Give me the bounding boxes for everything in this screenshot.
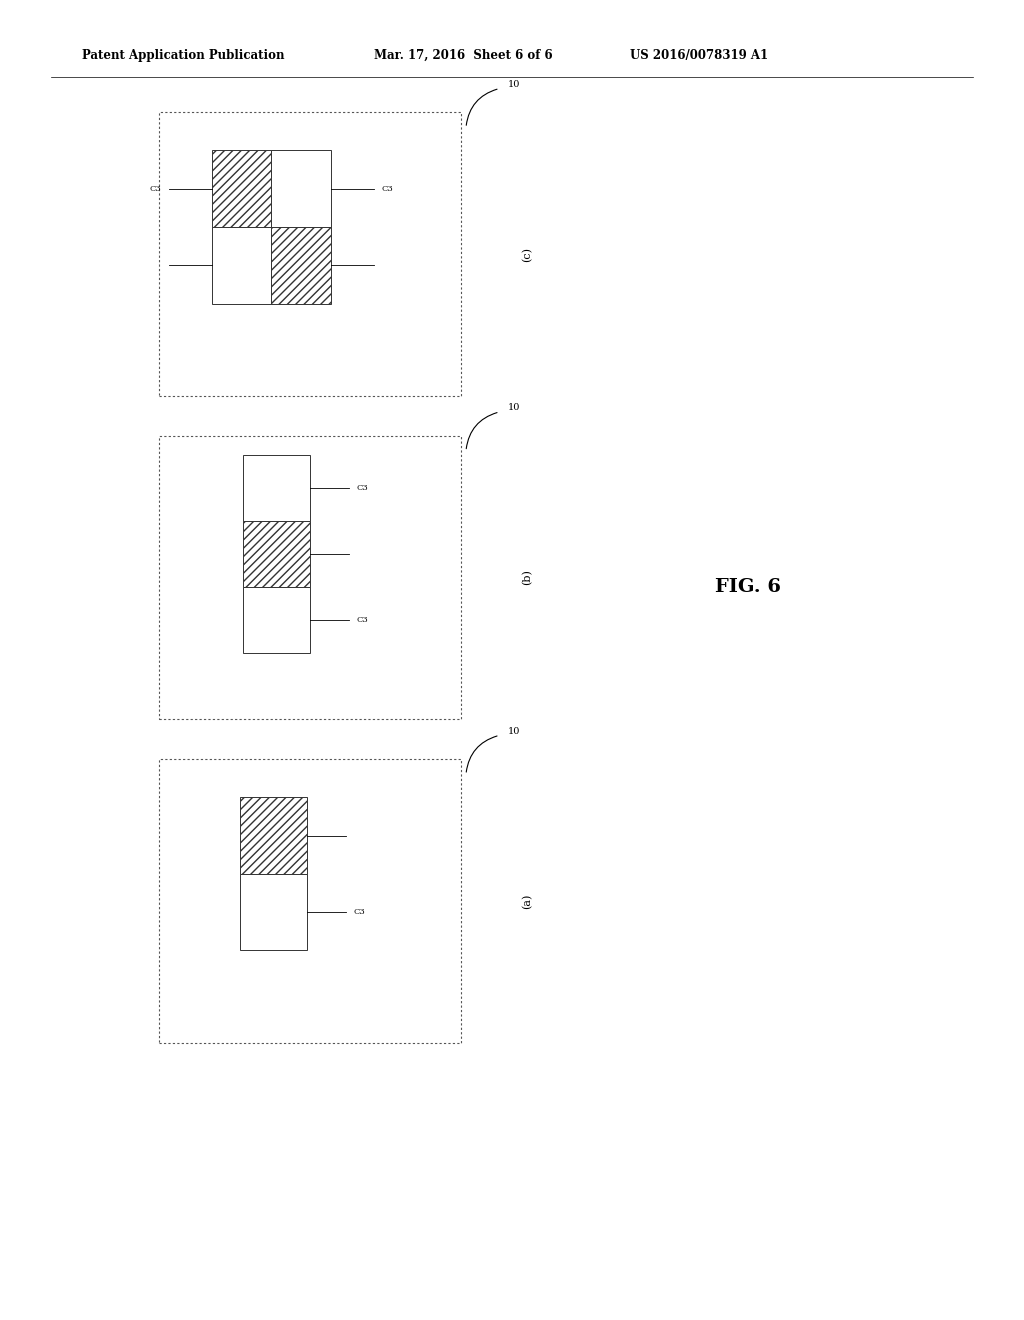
Text: Mar. 17, 2016  Sheet 6 of 6: Mar. 17, 2016 Sheet 6 of 6 <box>374 49 552 62</box>
Text: C3: C3 <box>356 616 369 624</box>
Bar <box>212 150 271 227</box>
Bar <box>271 227 331 304</box>
Text: 10: 10 <box>508 81 520 88</box>
Text: (b): (b) <box>522 569 532 586</box>
Text: US 2016/0078319 A1: US 2016/0078319 A1 <box>630 49 768 62</box>
Text: 10: 10 <box>508 404 520 412</box>
Bar <box>244 455 309 521</box>
Text: C3: C3 <box>356 484 369 492</box>
Bar <box>271 150 331 227</box>
Bar <box>159 112 461 396</box>
Bar <box>240 874 307 950</box>
Text: C3: C3 <box>354 908 366 916</box>
Text: 10: 10 <box>508 727 520 735</box>
Text: C3: C3 <box>382 185 393 193</box>
Bar <box>240 797 307 874</box>
Text: (a): (a) <box>522 894 532 908</box>
Text: C3: C3 <box>150 185 161 193</box>
Bar <box>244 521 309 587</box>
Text: (c): (c) <box>522 247 532 261</box>
Bar <box>159 436 461 719</box>
Text: FIG. 6: FIG. 6 <box>715 578 780 597</box>
Text: Patent Application Publication: Patent Application Publication <box>82 49 285 62</box>
Bar <box>212 227 271 304</box>
Bar <box>159 759 461 1043</box>
Bar <box>244 587 309 653</box>
